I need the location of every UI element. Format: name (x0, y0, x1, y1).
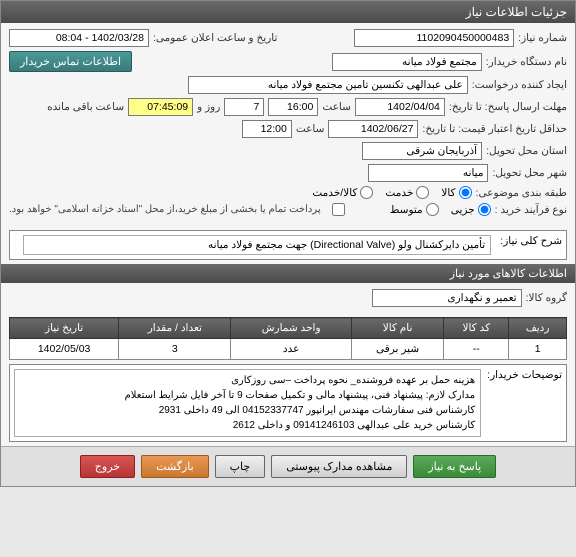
td-code: -- (444, 339, 509, 360)
description-content: تأمین دایرکشنال ولو (Directional Valve) … (23, 235, 491, 255)
radio-goods-label: کالا (441, 187, 455, 199)
th-date: تاریخ نیاز (10, 318, 119, 339)
radio-both[interactable]: کالا/خدمت (312, 186, 373, 199)
radio-service-label: خدمت (385, 187, 413, 199)
city-field: میانه (368, 164, 488, 182)
attachments-button[interactable]: مشاهده مدارک پیوستی (271, 455, 407, 478)
td-date: 1402/05/03 (10, 339, 119, 360)
radio-medium[interactable]: متوسط (390, 203, 439, 216)
validity-time-field: 12:00 (242, 120, 292, 138)
city-label: شهر محل تحویل: (492, 167, 567, 179)
th-code: کد کالا (444, 318, 509, 339)
request-number-field: 1102090450000483 (354, 29, 514, 47)
day-label: روز و (197, 101, 220, 113)
exit-button[interactable]: خروج (80, 455, 135, 478)
note-line-3: کارشناس خرید علی عبدالهی 09141246103 و د… (20, 418, 475, 433)
radio-goods-input[interactable] (459, 186, 472, 199)
note-line-1: مدارک لازم: پیشنهاد فنی، پیشنهاد مالی و … (20, 388, 475, 403)
request-number-label: شماره نیاز: (518, 32, 567, 44)
goods-table: ردیف کد کالا نام کالا واحد شمارش تعداد /… (9, 317, 567, 360)
table-header-row: ردیف کد کالا نام کالا واحد شمارش تعداد /… (10, 318, 567, 339)
purchase-type-label: نوع فرآیند خرید : (495, 204, 567, 216)
category-radio-group: کالا خدمت کالا/خدمت (312, 186, 471, 199)
buyer-org-label: نام دستگاه خریدار: (486, 56, 567, 68)
th-name: نام کالا (351, 318, 444, 339)
table-row[interactable]: 1 -- شیر برقی عدد 3 1402/05/03 (10, 339, 567, 360)
radio-both-label: کالا/خدمت (312, 187, 357, 199)
time-label-2: ساعت (296, 123, 325, 135)
th-qty: تعداد / مقدار (119, 318, 231, 339)
radio-service-input[interactable] (416, 186, 429, 199)
note-line-0: هزینه حمل بر عهده فروشنده_ نحوه پرداخت –… (20, 373, 475, 388)
th-row: ردیف (509, 318, 567, 339)
announce-date-label: تاریخ و ساعت اعلان عمومی: (153, 32, 277, 44)
description-box: شرح کلی نیاز: تأمین دایرکشنال ولو (Direc… (9, 230, 567, 260)
province-field: آذربایجان شرقی (362, 142, 482, 160)
days-remaining-field: 7 (224, 98, 264, 116)
validity-label: حداقل تاریخ اعتبار قیمت: تا تاریخ: (422, 123, 567, 135)
radio-medium-input[interactable] (426, 203, 439, 216)
button-bar: پاسخ به نیاز مشاهده مدارک پیوستی چاپ باز… (1, 446, 575, 486)
radio-partial-label: جزیی (451, 204, 475, 216)
td-unit: عدد (231, 339, 351, 360)
purchase-type-radio-group: جزیی متوسط (390, 203, 491, 216)
radio-partial-input[interactable] (478, 203, 491, 216)
deadline-time-field: 16:00 (268, 98, 318, 116)
buyer-notes-box: توضیحات خریدار: هزینه حمل بر عهده فروشند… (9, 364, 567, 442)
category-label: طبقه بندی موضوعی: (476, 187, 567, 199)
province-label: استان محل تحویل: (486, 145, 567, 157)
remaining-label: ساعت باقی مانده (47, 101, 124, 113)
goods-section-header: اطلاعات کالاهای مورد نیاز (1, 264, 575, 283)
buyer-notes-label: توضیحات خریدار: (481, 369, 562, 437)
radio-service[interactable]: خدمت (385, 186, 429, 199)
remaining-time-field: 07:45:09 (128, 98, 193, 116)
th-unit: واحد شمارش (231, 318, 351, 339)
buyer-org-field: مجتمع فولاد میانه (332, 53, 482, 71)
announce-date-field: 1402/03/28 - 08:04 (9, 29, 149, 47)
print-button[interactable]: چاپ (215, 455, 266, 478)
radio-goods[interactable]: کالا (441, 186, 471, 199)
radio-medium-label: متوسط (390, 204, 423, 216)
form-area: شماره نیاز: 1102090450000483 تاریخ و ساع… (1, 23, 575, 226)
validity-date-field: 1402/06/27 (328, 120, 418, 138)
payment-checkbox[interactable]: پرداخت تمام یا بخشی از مبلغ خرید،از محل … (9, 203, 345, 216)
td-name: شیر برقی (351, 339, 444, 360)
td-row: 1 (509, 339, 567, 360)
payment-note: پرداخت تمام یا بخشی از مبلغ خرید،از محل … (9, 204, 321, 215)
contact-info-button[interactable]: اطلاعات تماس خریدار (9, 51, 132, 72)
note-line-2: کارشناس فنی سفارشات مهندس ایرانپور 04152… (20, 403, 475, 418)
time-label-1: ساعت (322, 101, 351, 113)
deadline-label: مهلت ارسال پاسخ: تا تاریخ: (449, 101, 567, 113)
buyer-notes-content: هزینه حمل بر عهده فروشنده_ نحوه پرداخت –… (14, 369, 481, 437)
requester-field: علی عبدالهی تکنسین تامین مجتمع فولاد میا… (188, 76, 468, 94)
payment-checkbox-input[interactable] (332, 203, 345, 216)
window-titlebar: جزئیات اطلاعات نیاز (1, 1, 575, 23)
td-qty: 3 (119, 339, 231, 360)
goods-group-field: تعمیر و نگهداری (372, 289, 522, 307)
window-title: جزئیات اطلاعات نیاز (466, 5, 567, 19)
requester-label: ایجاد کننده درخواست: (472, 79, 567, 91)
back-button[interactable]: بازگشت (141, 455, 209, 478)
deadline-date-field: 1402/04/04 (355, 98, 445, 116)
radio-partial[interactable]: جزیی (451, 203, 491, 216)
goods-group-label: گروه کالا: (526, 292, 567, 304)
description-label: شرح کلی نیاز: (500, 235, 562, 247)
respond-button[interactable]: پاسخ به نیاز (413, 455, 496, 478)
radio-both-input[interactable] (360, 186, 373, 199)
main-window: جزئیات اطلاعات نیاز شماره نیاز: 11020904… (0, 0, 576, 487)
